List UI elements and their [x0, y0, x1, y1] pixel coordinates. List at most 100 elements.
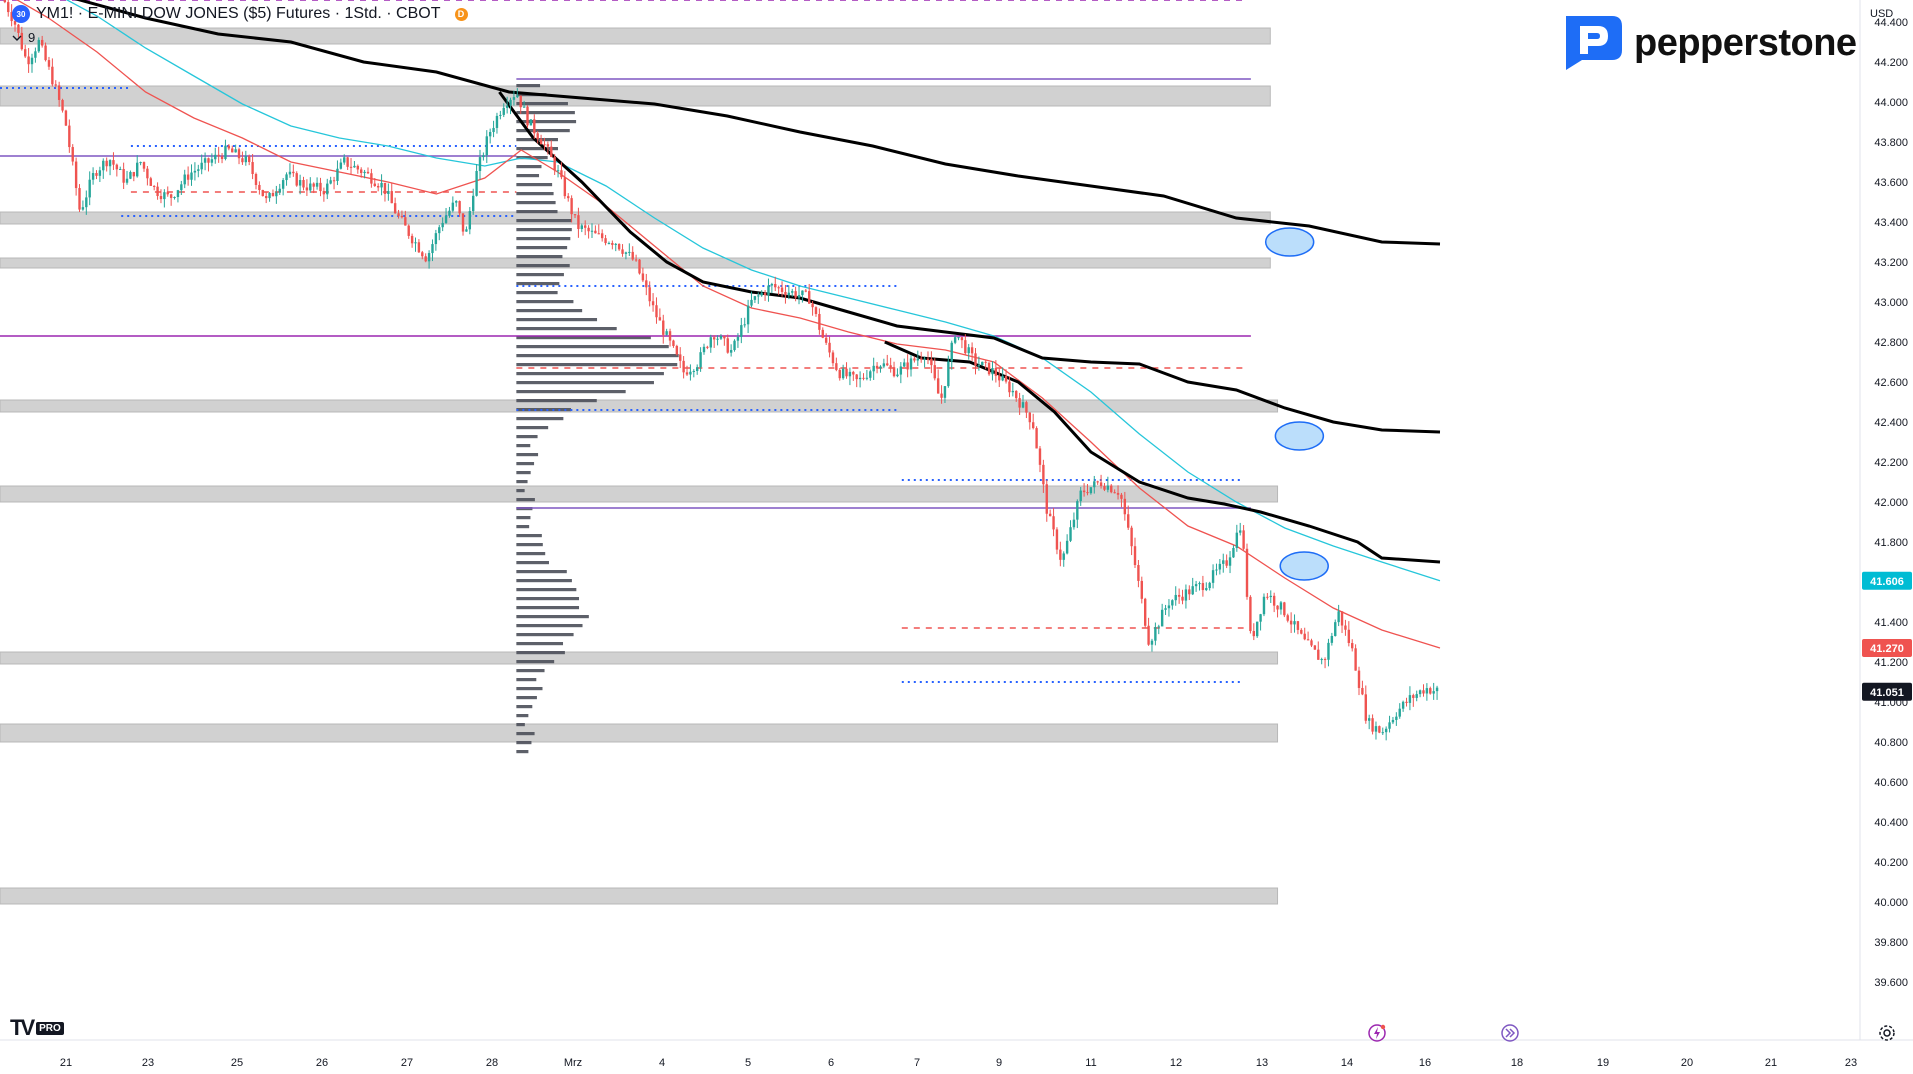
volume-profile-bar	[516, 84, 541, 88]
candle-body	[1330, 635, 1334, 643]
settings-gear-icon[interactable]	[1877, 1023, 1897, 1043]
candle-body	[370, 173, 373, 184]
candle-body	[224, 145, 227, 159]
candle-body	[682, 360, 685, 373]
support-resistance-zone[interactable]	[0, 651, 1279, 665]
volume-profile-bar	[516, 651, 565, 655]
candle-body	[1201, 583, 1205, 591]
candle-body	[512, 97, 516, 100]
candle-body	[10, 12, 13, 22]
price-tick-label: 40.000	[1874, 897, 1908, 909]
candle-body	[441, 222, 444, 228]
indicators-toggle[interactable]: 9	[12, 30, 35, 45]
candle-body	[1205, 588, 1208, 591]
fast-forward-icon[interactable]	[1500, 1023, 1520, 1043]
candle-body	[1157, 626, 1160, 628]
candle-body	[95, 173, 98, 176]
candle-body	[638, 259, 641, 274]
target-ellipse-marker[interactable]	[1279, 551, 1329, 581]
candle-body	[590, 230, 594, 232]
currency-label[interactable]: USD	[1870, 8, 1894, 20]
support-resistance-zone[interactable]	[0, 723, 1279, 743]
volume-profile-bar	[516, 660, 555, 664]
tradingview-logo[interactable]: TV PRO	[10, 1015, 64, 1041]
candle-body	[237, 149, 241, 159]
candle-body	[312, 183, 315, 187]
price-label-badge[interactable]	[1862, 639, 1912, 657]
price-label-badge[interactable]	[1862, 571, 1912, 590]
symbol-title[interactable]: YM1! · E-MINI DOW JONES ($5) Futures · 1…	[36, 5, 441, 22]
candle-body	[163, 192, 166, 200]
candle-body	[1113, 492, 1116, 494]
support-resistance-zone[interactable]	[0, 211, 1271, 225]
time-tick-label: 28	[486, 1057, 498, 1069]
candle-body	[271, 192, 275, 197]
candle-body	[1300, 629, 1303, 634]
candle-body	[526, 106, 529, 126]
candle-body	[74, 161, 78, 189]
price-label-text: 41.270	[1870, 643, 1904, 655]
candle-body	[1198, 583, 1201, 585]
volume-profile-bar	[516, 237, 571, 241]
candle-body	[716, 338, 719, 340]
candle-body	[804, 290, 808, 292]
candle-body	[376, 186, 380, 188]
candle-body	[760, 292, 763, 296]
candle-body	[658, 317, 662, 321]
candle-body	[488, 132, 492, 137]
candle-body	[981, 361, 984, 366]
support-resistance-zone[interactable]	[0, 257, 1271, 269]
candle-body	[346, 157, 349, 167]
candle-body	[88, 179, 91, 198]
candle-body	[662, 320, 665, 335]
time-tick-label: 23	[142, 1057, 154, 1069]
volume-profile-bar	[516, 300, 574, 304]
price-label-badge[interactable]	[1862, 682, 1912, 701]
support-resistance-zone[interactable]	[0, 485, 1279, 503]
candle-body	[896, 374, 899, 377]
support-resistance-zone[interactable]	[0, 399, 1279, 413]
candle-body	[1154, 627, 1157, 641]
support-resistance-zone[interactable]	[0, 887, 1279, 905]
candle-body	[451, 202, 455, 211]
volume-profile-bar	[516, 381, 654, 385]
candle-body	[298, 180, 302, 186]
candle-body	[1283, 602, 1286, 616]
candle-body	[288, 171, 292, 175]
candle-body	[1008, 381, 1011, 393]
candle-body	[1127, 514, 1130, 528]
candle-body	[746, 305, 750, 325]
support-resistance-zone[interactable]	[0, 85, 1271, 107]
lightning-icon[interactable]	[1367, 1023, 1387, 1043]
chart-legend[interactable]: 30 YM1! · E-MINI DOW JONES ($5) Futures …	[12, 5, 468, 23]
candle-body	[339, 162, 343, 169]
price-tick-label: 44.000	[1874, 97, 1908, 109]
candle-body	[1225, 560, 1228, 566]
candle-body	[139, 162, 142, 164]
candle-body	[536, 133, 539, 140]
candle-body	[821, 329, 824, 338]
candle-body	[1391, 719, 1395, 723]
candle-body	[580, 225, 584, 229]
candle-body	[750, 299, 753, 306]
candle-body	[522, 106, 526, 108]
candle-body	[136, 162, 139, 177]
candle-body	[285, 174, 288, 181]
candle-body	[505, 105, 509, 108]
support-resistance-zone[interactable]	[0, 27, 1271, 45]
candle-body	[207, 158, 210, 163]
time-tick-label: 16	[1419, 1057, 1431, 1069]
candle-body	[1215, 569, 1218, 571]
candle-body	[994, 368, 998, 376]
target-ellipse-marker[interactable]	[1264, 227, 1315, 257]
volume-profile-bar	[516, 453, 539, 457]
candle-body	[3, 0, 7, 3]
volume-profile-bar	[516, 219, 572, 223]
candle-body	[390, 191, 393, 204]
candle-body	[1015, 390, 1018, 399]
volume-profile-bar	[516, 615, 589, 619]
target-ellipse-marker[interactable]	[1274, 421, 1325, 451]
candle-body	[855, 374, 858, 380]
